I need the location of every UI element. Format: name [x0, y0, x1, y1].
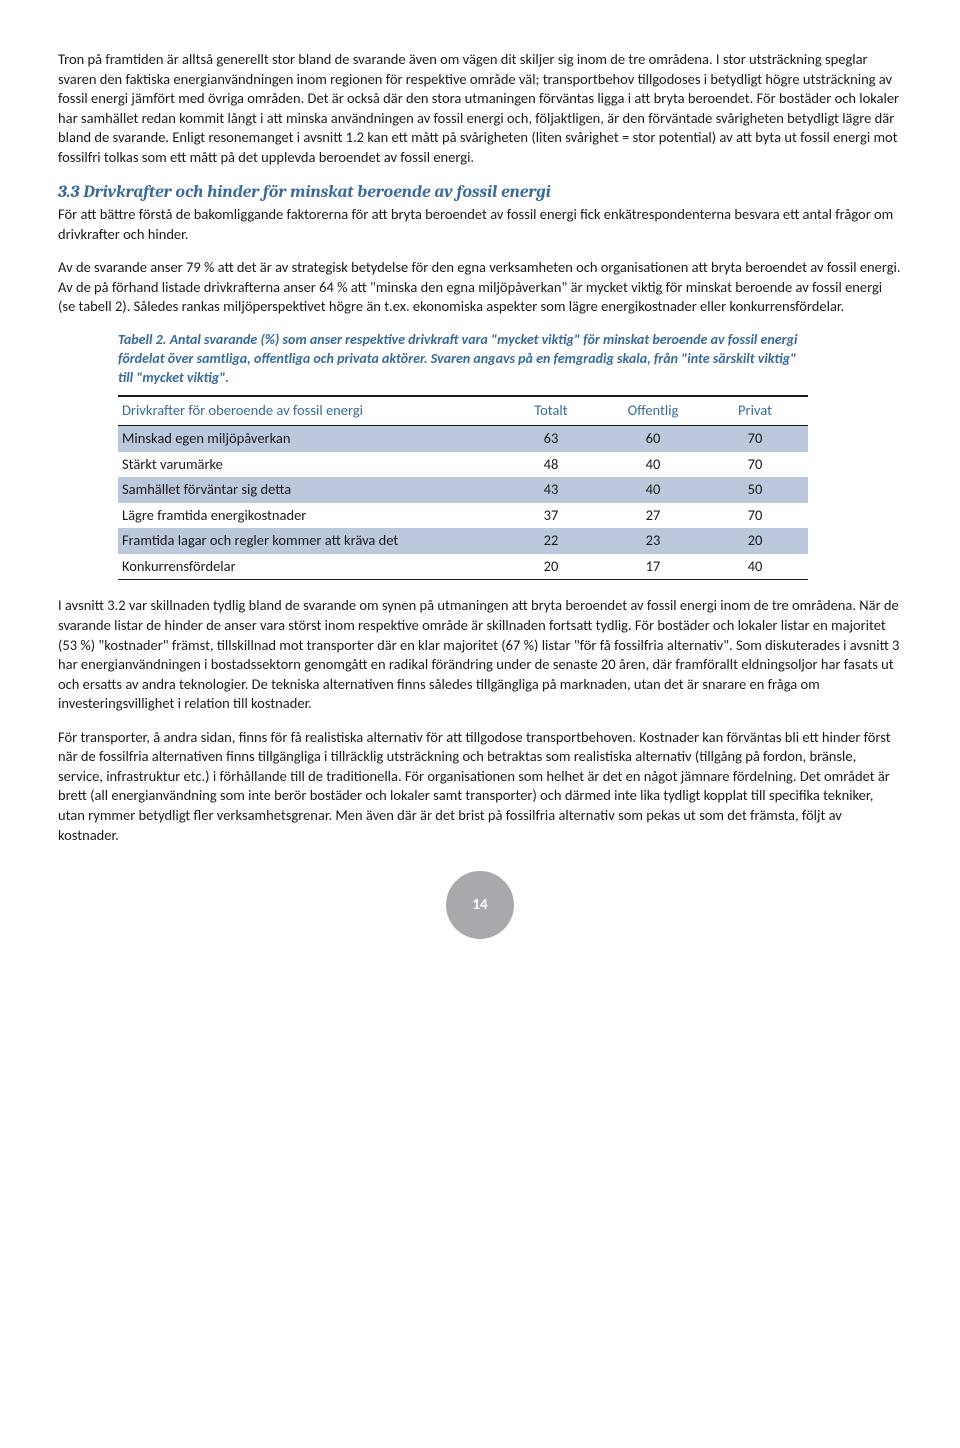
- cell-totalt: 20: [502, 554, 604, 580]
- table-header-row: Drivkrafter för oberoende av fossil ener…: [118, 396, 808, 425]
- cell-offentlig: 40: [604, 477, 706, 503]
- cell-offentlig: 60: [604, 426, 706, 452]
- cell-label: Framtida lagar och regler kommer att krä…: [118, 528, 502, 554]
- cell-label: Lägre framtida energikostnader: [118, 503, 502, 529]
- cell-label: Stärkt varumärke: [118, 452, 502, 478]
- cell-label: Minskad egen miljöpåverkan: [118, 426, 502, 452]
- table-row: Konkurrensfördelar201740: [118, 554, 808, 580]
- cell-totalt: 43: [502, 477, 604, 503]
- table-row: Lägre framtida energikostnader372770: [118, 503, 808, 529]
- paragraph-2: Av de svarande anser 79 % att det är av …: [58, 258, 902, 317]
- page-number-badge: 14: [446, 871, 514, 939]
- paragraph-3: I avsnitt 3.2 var skillnaden tydlig blan…: [58, 596, 902, 713]
- cell-totalt: 63: [502, 426, 604, 452]
- table-row: Framtida lagar och regler kommer att krä…: [118, 528, 808, 554]
- table-row: Stärkt varumärke484070: [118, 452, 808, 478]
- section-intro: För att bättre förstå de bakomliggande f…: [58, 205, 902, 244]
- cell-privat: 70: [706, 503, 808, 529]
- cell-totalt: 37: [502, 503, 604, 529]
- cell-privat: 70: [706, 452, 808, 478]
- col-privat: Privat: [706, 396, 808, 425]
- col-offentlig: Offentlig: [604, 396, 706, 425]
- cell-privat: 70: [706, 426, 808, 452]
- cell-privat: 20: [706, 528, 808, 554]
- cell-offentlig: 17: [604, 554, 706, 580]
- cell-totalt: 48: [502, 452, 604, 478]
- table-block: Tabell 2. Antal svarande (%) som anser r…: [118, 331, 808, 581]
- paragraph-1: Tron på framtiden är alltså generellt st…: [58, 50, 902, 167]
- cell-label: Samhället förväntar sig detta: [118, 477, 502, 503]
- cell-label: Konkurrensfördelar: [118, 554, 502, 580]
- cell-totalt: 22: [502, 528, 604, 554]
- table-caption: Tabell 2. Antal svarande (%) som anser r…: [118, 331, 808, 388]
- cell-offentlig: 27: [604, 503, 706, 529]
- cell-offentlig: 23: [604, 528, 706, 554]
- cell-privat: 50: [706, 477, 808, 503]
- paragraph-4: För transporter, å andra sidan, finns fö…: [58, 728, 902, 845]
- table-row: Samhället förväntar sig detta434050: [118, 477, 808, 503]
- table-row: Minskad egen miljöpåverkan636070: [118, 426, 808, 452]
- cell-privat: 40: [706, 554, 808, 580]
- drivkrafter-table: Drivkrafter för oberoende av fossil ener…: [118, 395, 808, 580]
- col-drivkrafter: Drivkrafter för oberoende av fossil ener…: [118, 396, 502, 425]
- section-heading: 3.3 Drivkrafter och hinder för minskat b…: [58, 181, 902, 205]
- cell-offentlig: 40: [604, 452, 706, 478]
- col-totalt: Totalt: [502, 396, 604, 425]
